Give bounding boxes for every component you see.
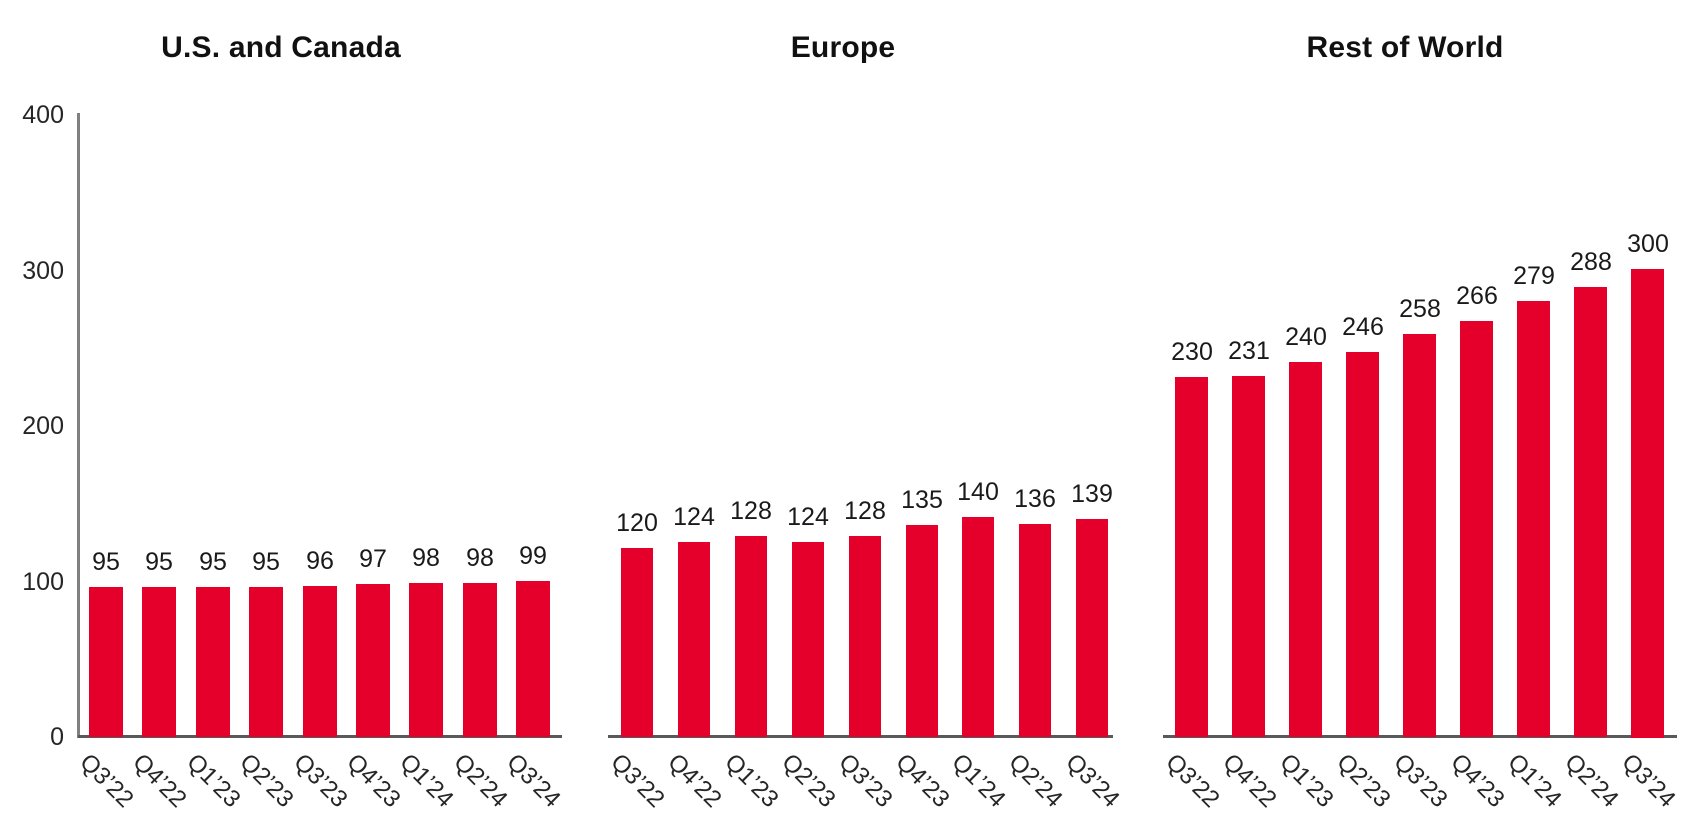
bar-value-label: 231: [1228, 337, 1270, 365]
y-axis-line: [77, 113, 80, 738]
bar-value-label: 288: [1570, 248, 1612, 276]
x-axis-label: Q2’24: [448, 748, 513, 813]
bar-value-label: 96: [306, 547, 334, 575]
bar: [516, 581, 550, 737]
bar: [1517, 301, 1550, 737]
y-axis-tick-label: 0: [50, 723, 64, 751]
x-axis-label: Q3’24: [501, 748, 566, 813]
bar-value-label: 230: [1171, 338, 1213, 366]
x-axis-label: Q4’23: [1445, 748, 1510, 813]
bar: [906, 525, 938, 737]
bar-value-label: 258: [1399, 295, 1441, 323]
x-axis-label: Q1’24: [394, 748, 459, 813]
bar: [1175, 377, 1208, 737]
x-axis-label: Q3’22: [605, 748, 670, 813]
x-axis-label: Q4’23: [341, 748, 406, 813]
y-axis-tick-label: 300: [22, 256, 64, 285]
bar: [409, 583, 443, 737]
bar-value-label: 300: [1627, 230, 1669, 258]
bar: [678, 542, 710, 737]
bar-value-label: 98: [466, 544, 494, 572]
chart-title-us-canada: U.S. and Canada: [161, 31, 401, 64]
bar-value-label: 120: [616, 509, 658, 537]
bar: [1019, 524, 1051, 737]
x-axis-label: Q3’22: [1160, 748, 1225, 813]
bar-value-label: 136: [1014, 485, 1056, 513]
x-axis-label: Q3’22: [74, 748, 139, 813]
bar-value-label: 139: [1071, 480, 1113, 508]
bar-value-label: 99: [519, 542, 547, 570]
bar-value-label: 279: [1513, 262, 1555, 290]
x-axis-label: Q4’22: [1217, 748, 1282, 813]
bar: [1289, 362, 1322, 737]
bar: [1631, 269, 1664, 738]
bar: [1574, 287, 1607, 737]
bar-value-label: 97: [359, 545, 387, 573]
bar: [249, 587, 283, 737]
bar-value-label: 135: [901, 486, 943, 514]
bar: [1076, 519, 1108, 737]
y-axis-tick-label: 100: [22, 567, 64, 596]
bar: [356, 584, 390, 737]
bar: [621, 548, 653, 737]
bar: [735, 536, 767, 737]
x-axis-label: Q3’24: [1616, 748, 1681, 813]
bar-value-label: 95: [199, 548, 227, 576]
bar-value-label: 140: [957, 478, 999, 506]
bar-value-label: 128: [844, 497, 886, 525]
bar-value-label: 124: [787, 503, 829, 531]
x-axis-label: Q1’23: [719, 748, 784, 813]
bar-value-label: 128: [730, 497, 772, 525]
bar: [89, 587, 123, 737]
x-axis-label: Q2’24: [1559, 748, 1624, 813]
bar-value-label: 240: [1285, 323, 1327, 351]
bar: [1403, 334, 1436, 737]
bar: [142, 587, 176, 737]
x-axis-label: Q2’24: [1003, 748, 1068, 813]
bar-value-label: 95: [252, 548, 280, 576]
x-axis-label: Q4’23: [890, 748, 955, 813]
bar-value-label: 95: [92, 548, 120, 576]
x-axis-label: Q4’22: [662, 748, 727, 813]
bar: [303, 586, 337, 737]
y-axis-tick-label: 200: [22, 412, 64, 440]
x-axis-label: Q4’22: [127, 748, 192, 813]
chart-title-rest-of-world: Rest of World: [1306, 31, 1504, 64]
y-axis-tick-label: 400: [22, 101, 64, 129]
bar: [463, 583, 497, 737]
x-axis-label: Q3’23: [288, 748, 353, 813]
bar: [1460, 321, 1493, 737]
bar: [196, 587, 230, 737]
bar: [962, 517, 994, 737]
x-axis-label: Q3’23: [1388, 748, 1453, 813]
x-axis-label: Q2’23: [1331, 748, 1396, 813]
x-axis-label: Q1’23: [181, 748, 246, 813]
bar: [1232, 376, 1265, 737]
bar: [849, 536, 881, 737]
bar-value-label: 246: [1342, 313, 1384, 341]
bar-value-label: 95: [145, 548, 173, 576]
bar: [792, 542, 824, 737]
x-axis-label: Q3’23: [833, 748, 898, 813]
x-axis-label: Q1’23: [1274, 748, 1339, 813]
bar-value-label: 266: [1456, 282, 1498, 310]
x-axis-label: Q3’24: [1060, 748, 1125, 813]
x-axis-label: Q2’23: [776, 748, 841, 813]
bar-value-label: 98: [412, 544, 440, 572]
x-axis-label: Q1’24: [946, 748, 1011, 813]
chart-title-europe: Europe: [790, 31, 896, 64]
x-axis-label: Q1’24: [1502, 748, 1567, 813]
x-axis-label: Q2’23: [234, 748, 299, 813]
bar: [1346, 352, 1379, 737]
bar-value-label: 124: [673, 503, 715, 531]
